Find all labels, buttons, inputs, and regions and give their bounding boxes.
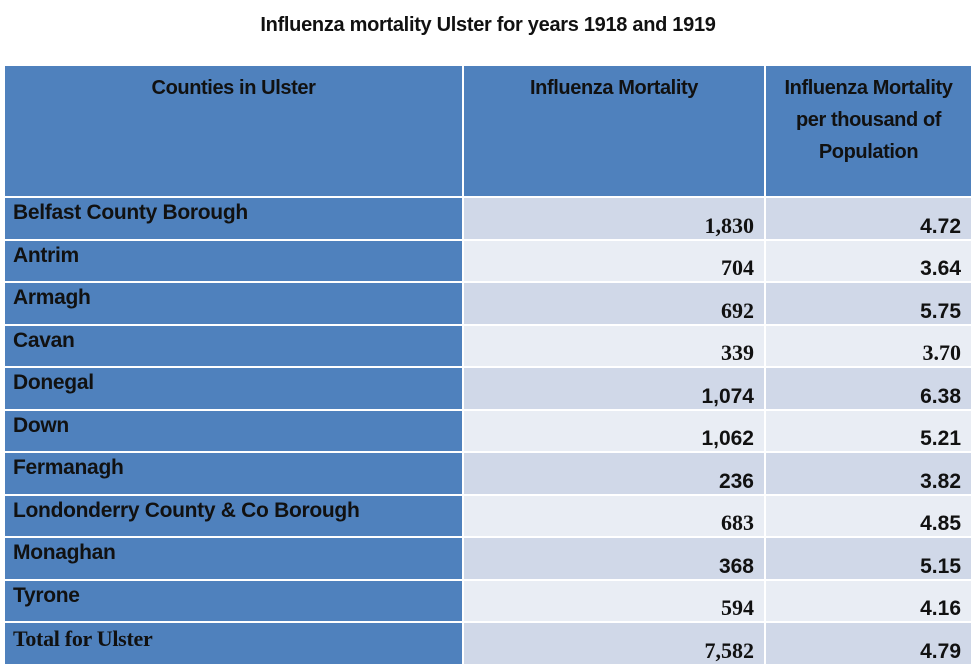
per-thousand-cell: 4.79: [764, 621, 973, 666]
mortality-cell: 368: [462, 536, 766, 581]
mortality-cell: 236: [462, 451, 766, 496]
county-cell: Donegal: [3, 366, 464, 411]
county-cell: Total for Ulster: [3, 621, 464, 666]
mortality-cell: 594: [462, 578, 766, 623]
county-cell: Down: [3, 408, 464, 453]
county-cell: Tyrone: [3, 578, 464, 623]
per-thousand-cell: 4.85: [764, 493, 973, 538]
page-title: Influenza mortality Ulster for years 191…: [260, 14, 716, 36]
table-header-row: Counties in Ulster Influenza Mortality I…: [3, 64, 973, 198]
county-cell: Fermanagh: [3, 451, 464, 496]
mortality-cell: 7,582: [462, 621, 766, 666]
mortality-cell: 692: [462, 281, 766, 326]
per-thousand-cell: 3.82: [764, 451, 973, 496]
mortality-cell: 1,074: [462, 366, 766, 411]
mortality-cell: 1,830: [462, 196, 766, 241]
county-cell: Armagh: [3, 281, 464, 326]
per-thousand-cell: 5.15: [764, 536, 973, 581]
table-row: Fermanagh 236 3.82: [3, 451, 973, 496]
per-thousand-cell: 4.72: [764, 196, 973, 241]
mortality-cell: 1,062: [462, 408, 766, 453]
county-cell: Belfast County Borough: [3, 196, 464, 241]
header-mortality: Influenza Mortality: [462, 64, 766, 198]
table-row: Armagh 692 5.75: [3, 281, 973, 326]
table-row: Down 1,062 5.21: [3, 408, 973, 453]
table-row: Monaghan 368 5.15: [3, 536, 973, 581]
mortality-cell: 683: [462, 493, 766, 538]
table-row: Cavan 339 3.70: [3, 323, 973, 368]
table-row: Londonderry County & Co Borough 683 4.85: [3, 493, 973, 538]
county-cell: Cavan: [3, 323, 464, 368]
table-row: Antrim 704 3.64: [3, 238, 973, 283]
mortality-cell: 339: [462, 323, 766, 368]
mortality-table: Counties in Ulster Influenza Mortality I…: [3, 64, 973, 666]
per-thousand-cell: 3.64: [764, 238, 973, 283]
county-cell: Londonderry County & Co Borough: [3, 493, 464, 538]
per-thousand-cell: 4.16: [764, 578, 973, 623]
county-cell: Antrim: [3, 238, 464, 283]
table-row: Belfast County Borough 1,830 4.72: [3, 196, 973, 241]
mortality-cell: 704: [462, 238, 766, 283]
header-counties: Counties in Ulster: [3, 64, 464, 198]
table-row: Total for Ulster 7,582 4.79: [3, 621, 973, 666]
per-thousand-cell: 3.70: [764, 323, 973, 368]
per-thousand-cell: 6.38: [764, 366, 973, 411]
per-thousand-cell: 5.21: [764, 408, 973, 453]
per-thousand-cell: 5.75: [764, 281, 973, 326]
table-row: Donegal 1,074 6.38: [3, 366, 973, 411]
county-cell: Monaghan: [3, 536, 464, 581]
header-per-thousand: Influenza Mortality per thousand of Popu…: [764, 64, 973, 198]
table-row: Tyrone 594 4.16: [3, 578, 973, 623]
